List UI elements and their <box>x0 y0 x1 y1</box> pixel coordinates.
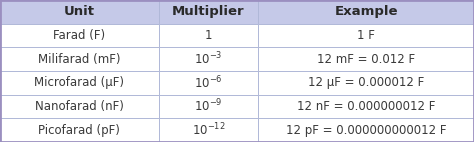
Bar <box>258 118 474 142</box>
Bar <box>159 95 258 118</box>
Bar <box>159 118 258 142</box>
Bar <box>0 118 159 142</box>
Text: Nanofarad (nF): Nanofarad (nF) <box>35 100 124 113</box>
Bar <box>0 95 159 118</box>
Text: 12 nF = 0.000000012 F: 12 nF = 0.000000012 F <box>297 100 435 113</box>
Text: 10$^{-9}$: 10$^{-9}$ <box>194 98 223 115</box>
Bar <box>258 47 474 71</box>
Text: Picofarad (pF): Picofarad (pF) <box>38 124 120 137</box>
Text: Multiplier: Multiplier <box>172 5 245 18</box>
Bar <box>0 0 159 24</box>
Text: 12 pF = 0.000000000012 F: 12 pF = 0.000000000012 F <box>286 124 447 137</box>
Text: Farad (F): Farad (F) <box>54 29 105 42</box>
Bar <box>0 24 159 47</box>
Bar <box>258 0 474 24</box>
Text: 12 mF = 0.012 F: 12 mF = 0.012 F <box>317 53 415 66</box>
Text: 10$^{-3}$: 10$^{-3}$ <box>194 51 223 67</box>
Bar <box>0 47 159 71</box>
Text: Example: Example <box>335 5 398 18</box>
Bar <box>258 24 474 47</box>
Text: 1: 1 <box>205 29 212 42</box>
Bar <box>159 71 258 95</box>
Text: 1 F: 1 F <box>357 29 375 42</box>
Text: Milifarad (mF): Milifarad (mF) <box>38 53 121 66</box>
Bar <box>159 24 258 47</box>
Bar <box>258 95 474 118</box>
Bar <box>0 71 159 95</box>
Text: Microfarad (μF): Microfarad (μF) <box>35 76 124 89</box>
Text: Unit: Unit <box>64 5 95 18</box>
Text: 10$^{-12}$: 10$^{-12}$ <box>192 122 225 138</box>
Text: 12 μF = 0.000012 F: 12 μF = 0.000012 F <box>308 76 424 89</box>
Bar <box>159 0 258 24</box>
Text: 10$^{-6}$: 10$^{-6}$ <box>194 75 223 91</box>
Bar <box>258 71 474 95</box>
Bar <box>159 47 258 71</box>
